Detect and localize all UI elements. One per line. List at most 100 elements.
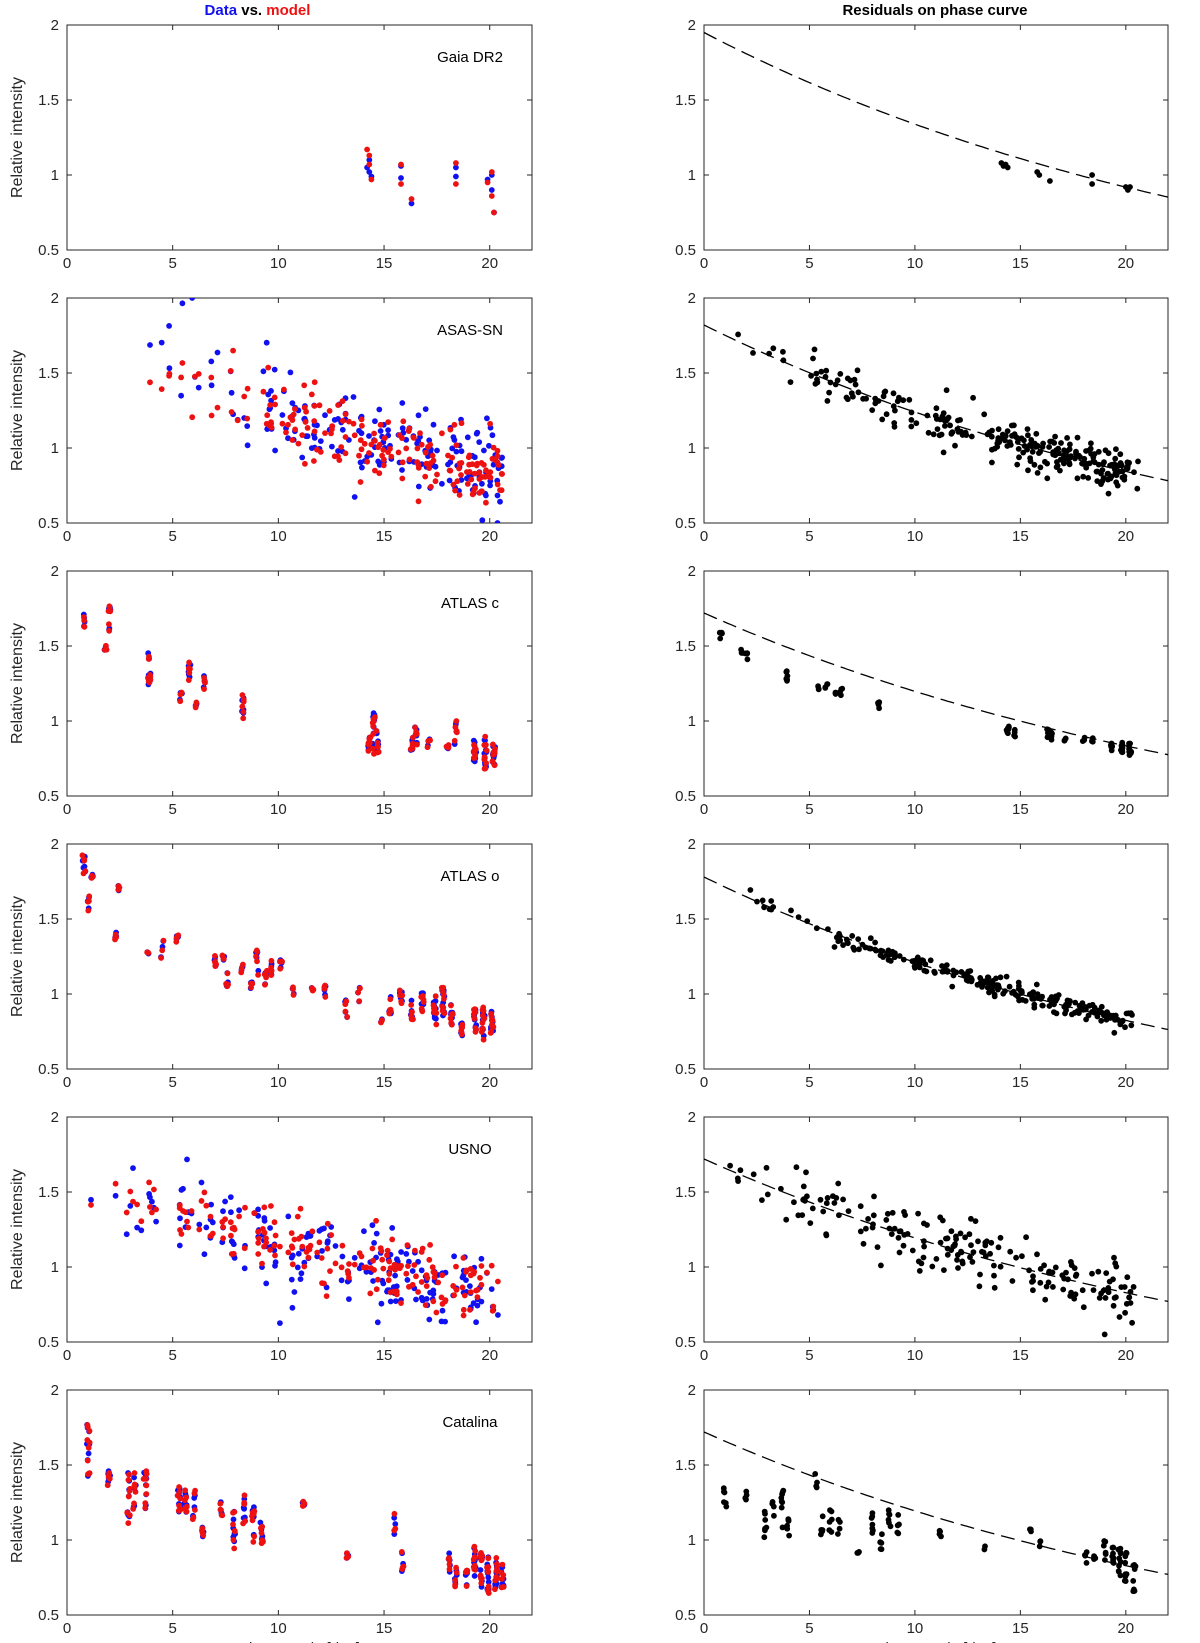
residual-point	[1122, 1571, 1129, 1577]
residual-point	[949, 983, 956, 990]
model-point	[255, 1240, 262, 1246]
data-point	[497, 498, 503, 505]
data-point	[335, 448, 341, 454]
residual-point	[1067, 441, 1073, 448]
data-point	[473, 1319, 479, 1326]
model-point	[439, 430, 445, 437]
residual-point	[1071, 1265, 1078, 1271]
model-point	[404, 1242, 411, 1249]
data-point	[445, 461, 451, 468]
model-point	[85, 898, 91, 905]
residual-point	[991, 991, 998, 998]
residual-point	[768, 898, 775, 904]
model-point	[146, 653, 152, 660]
residual-point	[874, 1244, 881, 1250]
residual-point	[1112, 455, 1119, 462]
data-point	[415, 1258, 421, 1265]
residual-point	[791, 1199, 797, 1206]
model-point	[453, 181, 459, 187]
model-point	[271, 394, 278, 401]
panel-2-data-vs-model: 0 5 10 15 20 0.5 1 1.5 2 Relative intensity ASAS-S…	[9, 290, 533, 545]
residual-point	[1042, 1296, 1049, 1303]
residual-point	[1119, 1018, 1125, 1025]
residual-point	[1101, 1012, 1107, 1019]
model-point	[132, 1488, 139, 1495]
x-tick-label: 0	[700, 801, 708, 818]
residual-point	[995, 1244, 1002, 1251]
residual-point	[1047, 178, 1053, 184]
residual-point	[1126, 1294, 1132, 1301]
model-point	[472, 1548, 479, 1554]
model-point	[364, 458, 371, 465]
residual-point	[1094, 1010, 1101, 1016]
model-point	[388, 453, 395, 460]
data-point	[470, 1300, 477, 1306]
model-point	[173, 934, 180, 941]
y-tick-label: 2	[688, 563, 696, 580]
residual-point	[1106, 1278, 1113, 1285]
model-point	[453, 1286, 460, 1293]
residual-point	[1080, 1304, 1087, 1311]
model-point	[483, 467, 489, 474]
y-tick-label: 2	[51, 836, 59, 853]
model-point	[371, 430, 377, 437]
residual-point	[743, 1488, 750, 1495]
model-point	[241, 1492, 248, 1499]
model-point	[499, 1561, 506, 1568]
y-tick-label: 1.5	[38, 911, 59, 928]
residual-point	[983, 1238, 990, 1245]
model-point	[424, 1275, 431, 1281]
data-point	[415, 483, 422, 490]
model-point	[239, 692, 246, 698]
data-point	[483, 492, 489, 499]
residual-point	[779, 1489, 786, 1495]
model-point	[418, 1279, 425, 1285]
model-point	[331, 453, 338, 460]
residual-point	[955, 417, 961, 424]
model-point	[426, 465, 433, 471]
panel-3-residuals: 0 5 10 15 20 0.5 1 1.5 2	[675, 563, 1169, 818]
model-point	[361, 1264, 367, 1271]
residual-point	[955, 1265, 961, 1271]
residual-point	[1076, 1010, 1082, 1016]
residual-point	[970, 394, 976, 401]
title-data-word: Data	[204, 2, 238, 19]
model-point	[492, 456, 499, 463]
residual-point	[1030, 1287, 1036, 1294]
model-point	[453, 1263, 459, 1270]
data-point	[387, 1298, 394, 1305]
model-point	[346, 418, 352, 425]
model-point	[324, 1245, 331, 1252]
data-point	[88, 1196, 94, 1203]
residual-point	[744, 650, 751, 657]
residual-point	[927, 957, 934, 964]
model-point	[377, 421, 384, 428]
model-point	[125, 1493, 132, 1500]
residual-point	[1030, 1278, 1036, 1284]
model-point	[82, 868, 89, 874]
data-point	[295, 1250, 302, 1257]
model-point	[244, 385, 251, 392]
residual-point	[950, 1243, 957, 1250]
y-tick-label: 1.5	[38, 638, 59, 655]
model-point	[151, 1186, 157, 1193]
residual-point	[895, 1530, 902, 1537]
residual-point	[900, 1242, 907, 1249]
data-point	[489, 432, 496, 439]
model-point	[234, 417, 241, 424]
model-point	[149, 1209, 155, 1216]
model-point	[361, 440, 368, 447]
data-point	[127, 1203, 134, 1209]
model-point	[88, 1202, 94, 1208]
x-tick-label: 15	[376, 1074, 393, 1091]
model-point	[316, 402, 323, 409]
model-point	[500, 1584, 507, 1590]
residual-point	[991, 445, 998, 452]
residual-point	[1025, 432, 1031, 439]
residual-point	[1004, 428, 1011, 434]
residual-point	[1031, 1004, 1038, 1011]
residual-point	[1079, 1000, 1086, 1006]
residual-point	[720, 1485, 727, 1492]
residual-point	[921, 1238, 927, 1245]
